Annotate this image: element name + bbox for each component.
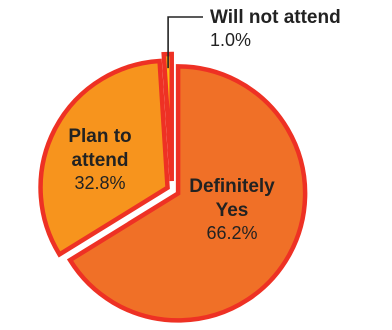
slice-label-1-line-1: attend [72, 150, 129, 171]
slice-label-0-line-0: Definitely [189, 176, 275, 197]
slice-label-1-line-0: Plan to [68, 126, 131, 147]
slice-value-label-1: 32.8% [74, 173, 125, 193]
slice-value-label-2: 1.0% [210, 30, 251, 50]
leader-line [167, 16, 203, 69]
slice-value-label-0: 66.2% [206, 223, 257, 243]
slice-label-2-line-0: Will not attend [210, 7, 341, 28]
slice-label-0-line-1: Yes [216, 200, 249, 221]
pie-slice-0 [66, 64, 308, 323]
pie-slices [38, 51, 308, 323]
pie-slice-1 [38, 58, 170, 258]
